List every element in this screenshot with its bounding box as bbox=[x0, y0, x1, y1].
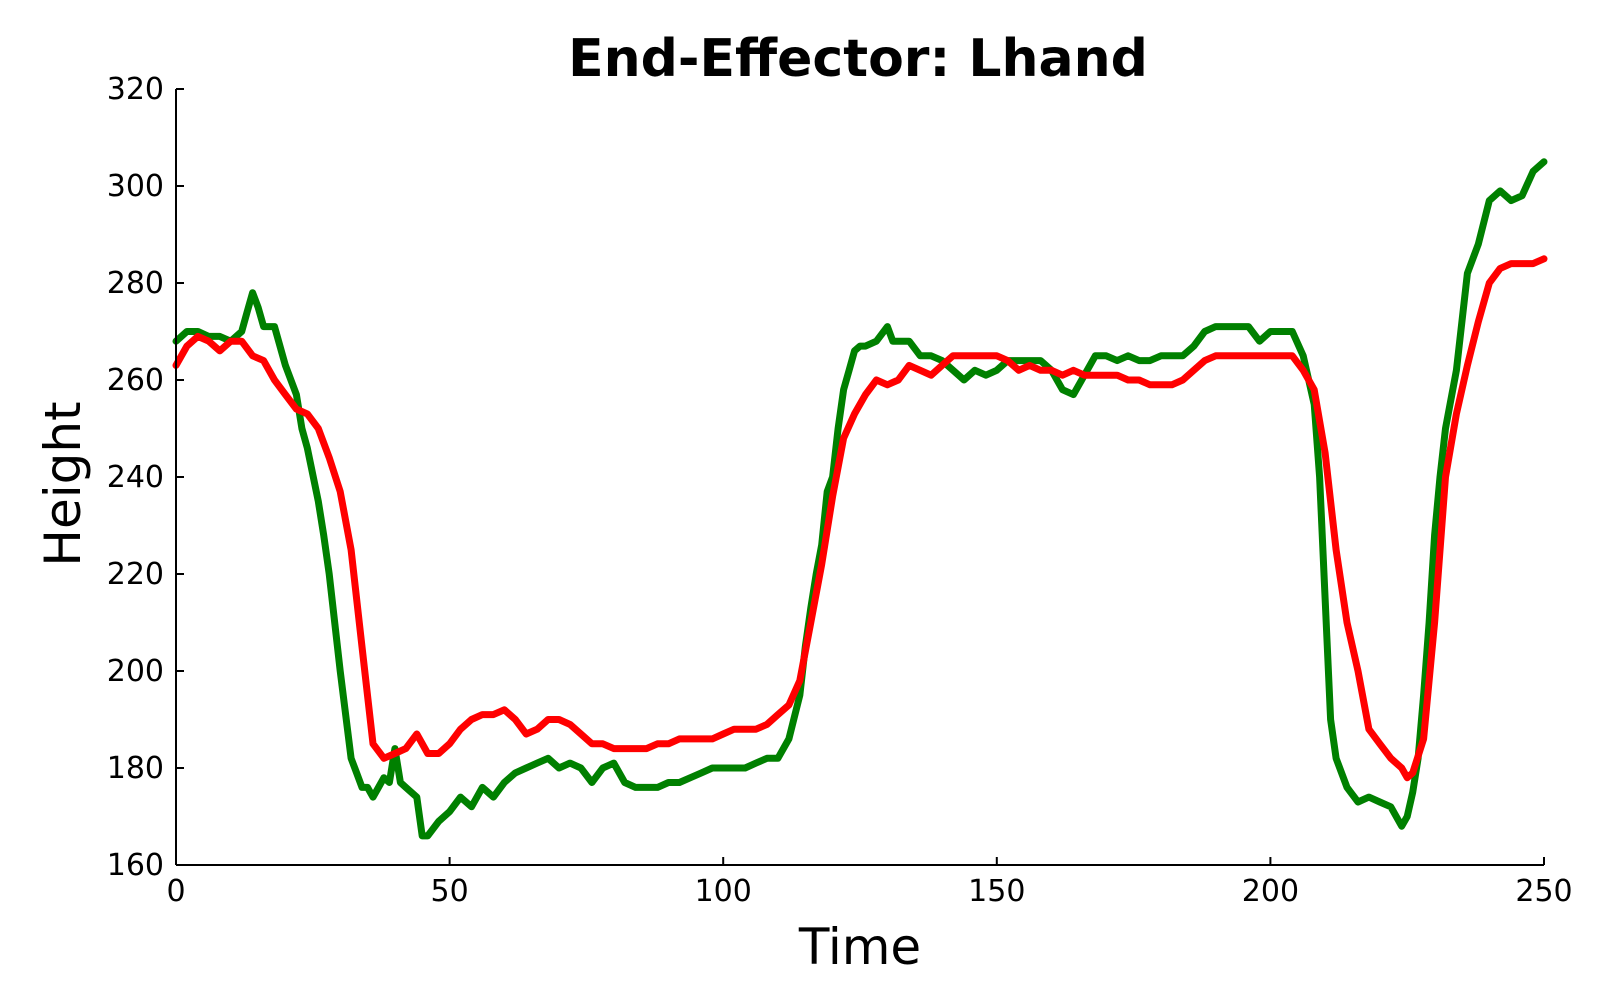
x-axis-label: Time bbox=[798, 918, 921, 976]
x-axis-ticks: 0 50 100 150 200 250 bbox=[166, 857, 1573, 909]
x-tick-label: 0 bbox=[166, 874, 185, 909]
y-tick-label: 220 bbox=[107, 557, 164, 592]
x-tick-label: 100 bbox=[695, 874, 752, 909]
y-tick-label: 300 bbox=[107, 169, 164, 204]
series-line-1 bbox=[172, 158, 1548, 840]
y-axis-label: Height bbox=[34, 401, 92, 566]
x-tick-label: 250 bbox=[1515, 874, 1572, 909]
y-tick-label: 180 bbox=[107, 751, 164, 786]
x-tick-label: 200 bbox=[1242, 874, 1299, 909]
y-tick-label: 240 bbox=[107, 460, 164, 495]
series-layer bbox=[172, 158, 1548, 840]
chart-title: End-Effector: Lhand bbox=[568, 29, 1148, 89]
y-tick-label: 260 bbox=[107, 363, 164, 398]
y-tick-label: 160 bbox=[107, 848, 164, 883]
series-line-2 bbox=[172, 255, 1548, 782]
y-axis-ticks: 160 180 200 220 240 260 280 300 320 bbox=[107, 72, 184, 883]
y-tick-label: 320 bbox=[107, 72, 164, 107]
x-tick-label: 150 bbox=[968, 874, 1025, 909]
y-tick-label: 200 bbox=[107, 654, 164, 689]
y-tick-label: 280 bbox=[107, 266, 164, 301]
x-tick-label: 50 bbox=[431, 874, 469, 909]
